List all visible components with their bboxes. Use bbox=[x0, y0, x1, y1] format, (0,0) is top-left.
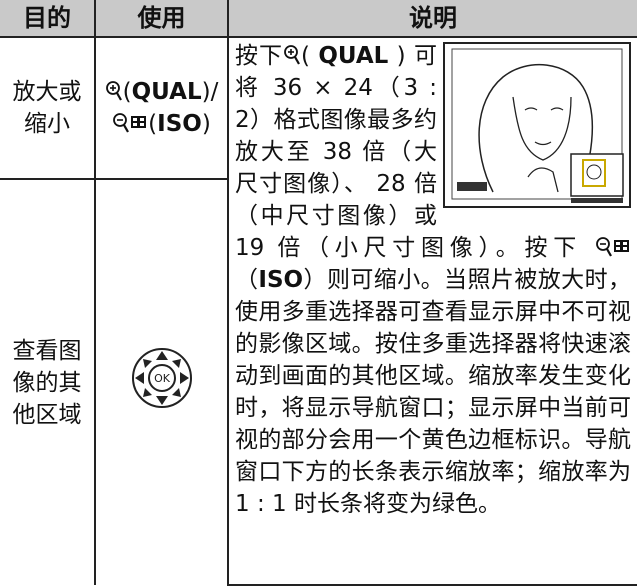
description-text: ISO bbox=[258, 267, 304, 293]
usage-line: (QUAL)/ bbox=[96, 76, 227, 108]
usage-text: ( bbox=[148, 111, 158, 137]
description-text: ( bbox=[301, 43, 319, 69]
description-text: ）则可缩小。当照片被放大时，使用多重选择器可查看显示屏中不可视的影像区域。按住多… bbox=[235, 267, 632, 517]
purpose-cell: 放大或缩小 bbox=[0, 36, 96, 180]
header-cell: 说明 bbox=[227, 0, 637, 38]
usage-cell: OK bbox=[94, 178, 228, 585]
svg-text:OK: OK bbox=[154, 372, 171, 385]
header-row: 目的 使用 说明 bbox=[0, 0, 637, 38]
row: 查看图像的其他区域 OK bbox=[0, 178, 637, 585]
multi-selector-icon: OK bbox=[131, 348, 192, 408]
description-text: 按下 bbox=[235, 43, 284, 69]
zoom-out-icon bbox=[596, 237, 629, 257]
usage-text: QUAL bbox=[131, 79, 202, 105]
usage-text: )/ bbox=[201, 79, 219, 105]
usage-line: (ISO) bbox=[96, 108, 227, 140]
description-text: QUAL bbox=[318, 43, 389, 69]
zoom-in-icon bbox=[284, 45, 301, 65]
usage-text: ISO bbox=[157, 111, 202, 137]
usage-cell: (QUAL)/ (ISO) bbox=[94, 36, 229, 180]
header-cell: 使用 bbox=[94, 0, 229, 38]
usage-text: ) bbox=[201, 111, 211, 137]
zoom-in-icon bbox=[105, 81, 122, 101]
description-text: （ bbox=[235, 267, 259, 293]
screen-illustration bbox=[443, 42, 631, 208]
description-text: ) 可将 36 × 24（3 : 2）格式图像最多约放大至 38 倍（大尺寸图像… bbox=[235, 43, 595, 261]
header-cell: 目的 bbox=[0, 0, 96, 38]
row: 放大或缩小 (QUAL)/ (ISO) 按下( QUAL ) 可将 36 × 2… bbox=[0, 36, 637, 586]
usage-text: ( bbox=[122, 79, 132, 105]
purpose-cell: 查看图像的其他区域 bbox=[0, 178, 96, 585]
description-cell: 按下 ( QUAL ) 可将 36 × 24（3 : 2）格式图像最多约放大至 3… bbox=[227, 36, 637, 586]
zoom-out-icon bbox=[113, 113, 147, 133]
